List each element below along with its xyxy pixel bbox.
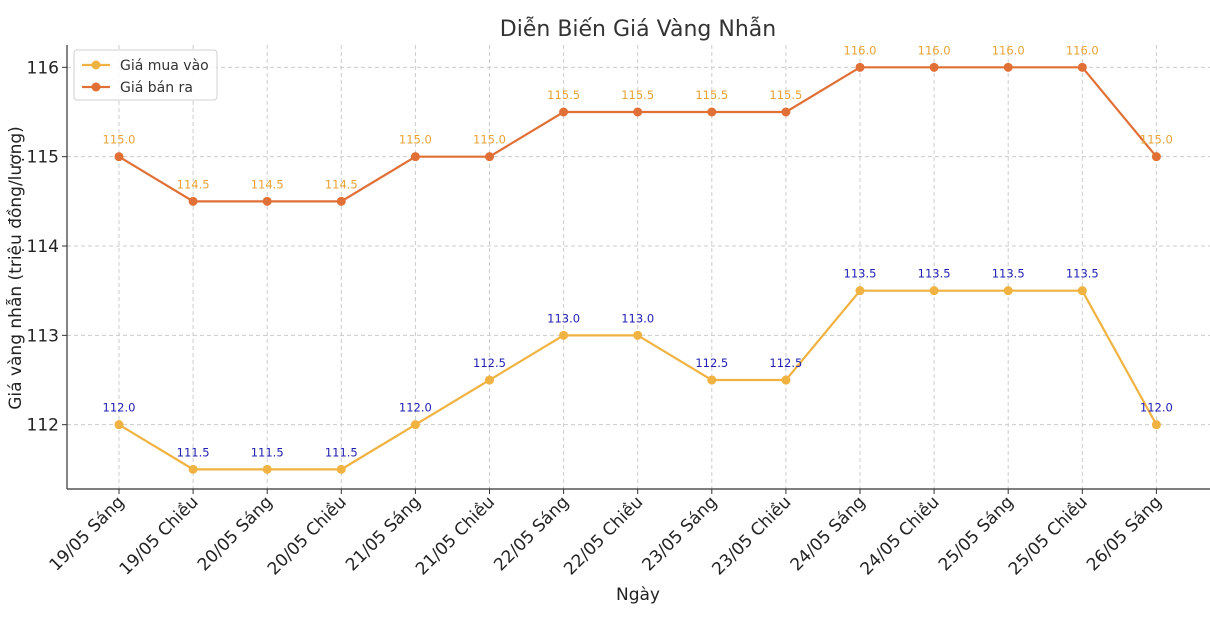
- data-label: 114.5: [325, 177, 358, 191]
- legend-swatch-marker: [91, 60, 101, 70]
- x-tick-label: 22/05 Chiều: [560, 492, 648, 580]
- x-tick-label: 20/05 Chiều: [263, 492, 351, 580]
- data-label: 111.5: [325, 445, 358, 459]
- grid-layer: [67, 45, 1210, 489]
- x-tick-label: 24/05 Sáng: [787, 492, 870, 575]
- x-tick-label: 19/05 Sáng: [46, 492, 129, 575]
- data-label: 115.5: [695, 88, 728, 102]
- data-label: 112.5: [695, 356, 728, 370]
- data-point: [633, 330, 643, 340]
- data-point: [633, 107, 643, 117]
- data-point: [485, 375, 494, 385]
- data-label: 113.0: [547, 311, 580, 325]
- axes-layer: [66, 45, 1210, 490]
- data-point: [188, 464, 198, 474]
- data-label: 112.0: [1140, 401, 1173, 415]
- data-label: 113.5: [992, 267, 1025, 281]
- data-label: 115.0: [473, 133, 506, 147]
- y-tick-label: 114: [27, 237, 59, 257]
- x-tick-label: 26/05 Sáng: [1083, 492, 1166, 575]
- data-label: 114.5: [251, 177, 284, 191]
- data-point: [1151, 152, 1161, 162]
- legend-entry: Giá bán ra: [120, 80, 193, 96]
- data-label: 115.5: [621, 88, 654, 102]
- x-axis-label: Ngày: [616, 585, 660, 605]
- x-tick-label: 19/05 Chiều: [115, 492, 203, 580]
- data-label: 113.5: [918, 267, 951, 281]
- data-label: 113.5: [1066, 267, 1099, 281]
- y-tick-label: 116: [27, 58, 59, 78]
- data-label: 115.0: [1140, 133, 1173, 147]
- data-point: [1003, 286, 1013, 296]
- chart-title: Diễn Biến Giá Vàng Nhẫn: [500, 16, 776, 42]
- data-point: [559, 330, 569, 340]
- data-label: 116.0: [1066, 43, 1099, 57]
- data-point: [559, 107, 569, 117]
- data-point: [410, 152, 420, 162]
- data-point: [1003, 62, 1013, 72]
- y-tick-label: 112: [27, 416, 59, 436]
- data-point: [114, 152, 124, 162]
- series-layer: [114, 62, 1161, 474]
- data-point: [929, 286, 939, 296]
- data-label: 112.5: [473, 356, 506, 370]
- data-point: [1151, 420, 1161, 430]
- data-point: [485, 152, 494, 162]
- data-label: 113.5: [844, 267, 877, 281]
- legend: Giá mua vào Giá bán ra: [73, 49, 218, 101]
- data-point: [336, 464, 346, 474]
- data-point: [1077, 286, 1087, 296]
- x-tick-label: 25/05 Chiều: [1004, 492, 1092, 580]
- data-point: [855, 286, 865, 296]
- y-tick-label: 113: [27, 326, 59, 346]
- data-point: [262, 196, 272, 206]
- legend-swatch-marker: [91, 82, 101, 92]
- data-label: 115.0: [103, 133, 136, 147]
- data-label: 114.5: [177, 177, 210, 191]
- data-label: 115.5: [547, 88, 580, 102]
- data-point: [929, 62, 939, 72]
- data-label: 112.0: [103, 401, 136, 415]
- data-point: [188, 196, 198, 206]
- data-label: 113.0: [621, 311, 654, 325]
- data-point: [781, 375, 791, 385]
- data-point: [114, 420, 124, 430]
- data-label: 115.5: [769, 88, 802, 102]
- x-tick-label: 23/05 Chiều: [708, 492, 796, 580]
- x-tick-label: 21/05 Sáng: [342, 492, 425, 575]
- data-point: [262, 464, 272, 474]
- y-tick-label: 115: [27, 148, 59, 168]
- data-label: 111.5: [251, 445, 284, 459]
- legend-entry: Giá mua vào: [120, 58, 209, 74]
- y-axis-label: Giá vàng nhẫn (triệu đồng/lượng): [5, 126, 26, 410]
- data-label: 111.5: [177, 445, 210, 459]
- x-tick-label: 23/05 Sáng: [638, 492, 721, 575]
- data-point: [336, 196, 346, 206]
- data-label: 112.0: [399, 401, 432, 415]
- data-point: [855, 62, 865, 72]
- data-label: 116.0: [992, 43, 1025, 57]
- data-point: [410, 420, 420, 430]
- data-label: 112.5: [769, 356, 802, 370]
- data-label: 116.0: [844, 43, 877, 57]
- data-point: [781, 107, 791, 117]
- x-tick-label: 22/05 Sáng: [490, 492, 573, 575]
- x-tick-label: 21/05 Chiều: [411, 492, 499, 580]
- x-tick-label: 25/05 Sáng: [935, 492, 1018, 575]
- data-point: [1077, 62, 1087, 72]
- data-labels-layer: 112.0 111.5 111.5 111.5 112.0 112.5 113.0 113.0…: [103, 43, 1173, 459]
- x-tick-label: 20/05 Sáng: [194, 492, 277, 575]
- data-point: [707, 375, 717, 385]
- data-point: [707, 107, 717, 117]
- data-label: 115.0: [399, 133, 432, 147]
- x-tick-label: 24/05 Chiều: [856, 492, 944, 580]
- data-label: 116.0: [918, 43, 951, 57]
